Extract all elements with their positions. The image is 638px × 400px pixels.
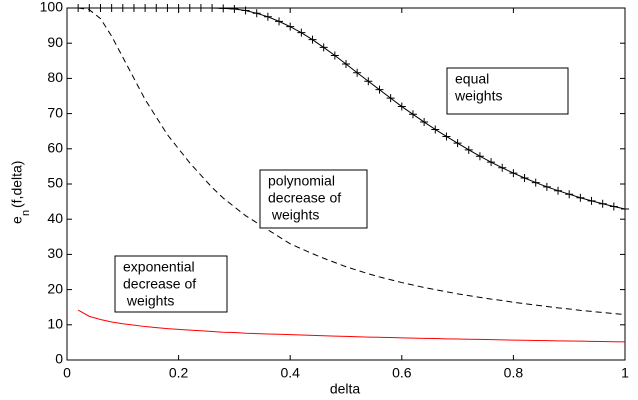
marker — [397, 102, 406, 111]
y-label-rest: (f,delta) — [9, 161, 25, 208]
marker — [275, 17, 284, 26]
marker — [576, 193, 585, 202]
annotation-text: decrease of — [123, 276, 196, 292]
x-tick-label: 0.4 — [280, 365, 300, 381]
series-line — [77, 309, 626, 343]
y-axis-label: e n (f,delta) — [9, 161, 32, 224]
marker — [297, 28, 306, 37]
y-tick-label: 90 — [47, 34, 63, 50]
marker — [542, 182, 551, 191]
marker — [386, 94, 395, 103]
marker — [141, 4, 150, 12]
marker — [498, 163, 507, 172]
marker — [96, 4, 105, 12]
marker — [375, 85, 384, 94]
x-tick-label: 1 — [621, 365, 629, 381]
x-tick-label: 0 — [63, 365, 71, 381]
marker — [196, 4, 205, 12]
annotation-text: decrease of — [268, 190, 341, 206]
marker — [219, 4, 228, 13]
y-tick-label: 40 — [47, 210, 63, 226]
marker — [464, 145, 473, 154]
annotation-text: weights — [454, 88, 502, 104]
marker — [252, 9, 261, 18]
marker — [118, 4, 127, 12]
marker — [554, 186, 563, 195]
marker — [241, 6, 250, 15]
annotation-box — [259, 169, 368, 229]
x-tick-label: 0.2 — [169, 365, 189, 381]
marker — [487, 158, 496, 167]
marker — [453, 139, 462, 148]
y-tick-label: 30 — [47, 245, 63, 261]
marker — [163, 4, 172, 12]
marker — [129, 4, 138, 12]
marker — [107, 4, 116, 12]
x-tick-label: 0.6 — [392, 365, 412, 381]
marker — [230, 5, 239, 14]
marker — [319, 43, 328, 52]
marker — [174, 4, 183, 12]
marker — [587, 196, 596, 205]
marker — [509, 169, 518, 178]
marker — [263, 12, 272, 21]
marker — [531, 178, 540, 187]
marker — [353, 68, 362, 77]
marker — [185, 4, 194, 12]
marker — [286, 22, 295, 31]
marker — [565, 190, 574, 199]
y-tick-label: 20 — [47, 280, 63, 296]
y-label-base: e — [9, 216, 25, 224]
annotation-text: equal — [455, 71, 489, 87]
marker — [330, 51, 339, 60]
y-tick-label: 60 — [47, 140, 63, 156]
marker — [520, 174, 529, 183]
marker — [408, 110, 417, 119]
y-tick-label: 100 — [40, 0, 64, 15]
marker — [342, 59, 350, 68]
x-axis-label: delta — [330, 381, 361, 397]
annotation-text: exponential — [123, 259, 195, 275]
series-line — [78, 7, 626, 316]
marker — [431, 125, 440, 134]
annotation-text: weights — [268, 207, 319, 223]
marker — [621, 204, 629, 213]
marker — [308, 35, 317, 44]
x-tick-label: 0.8 — [504, 365, 524, 381]
marker — [85, 4, 94, 12]
y-tick-label: 50 — [47, 175, 63, 191]
annotation-text: polynomial — [268, 173, 335, 189]
annotation-box — [114, 255, 228, 313]
y-tick-label: 70 — [47, 104, 63, 120]
y-label-subscript: n — [20, 210, 32, 216]
marker — [420, 118, 429, 127]
marker — [609, 202, 618, 211]
marker — [364, 77, 373, 86]
marker — [442, 132, 451, 141]
annotation-text: weights — [123, 293, 174, 309]
marker — [598, 199, 607, 208]
annotation-box — [446, 67, 569, 115]
marker — [152, 4, 161, 12]
marker — [475, 152, 484, 161]
y-tick-label: 10 — [47, 316, 63, 332]
y-tick-label: 0 — [55, 351, 63, 367]
y-tick-label: 80 — [47, 69, 63, 85]
marker — [208, 4, 217, 12]
